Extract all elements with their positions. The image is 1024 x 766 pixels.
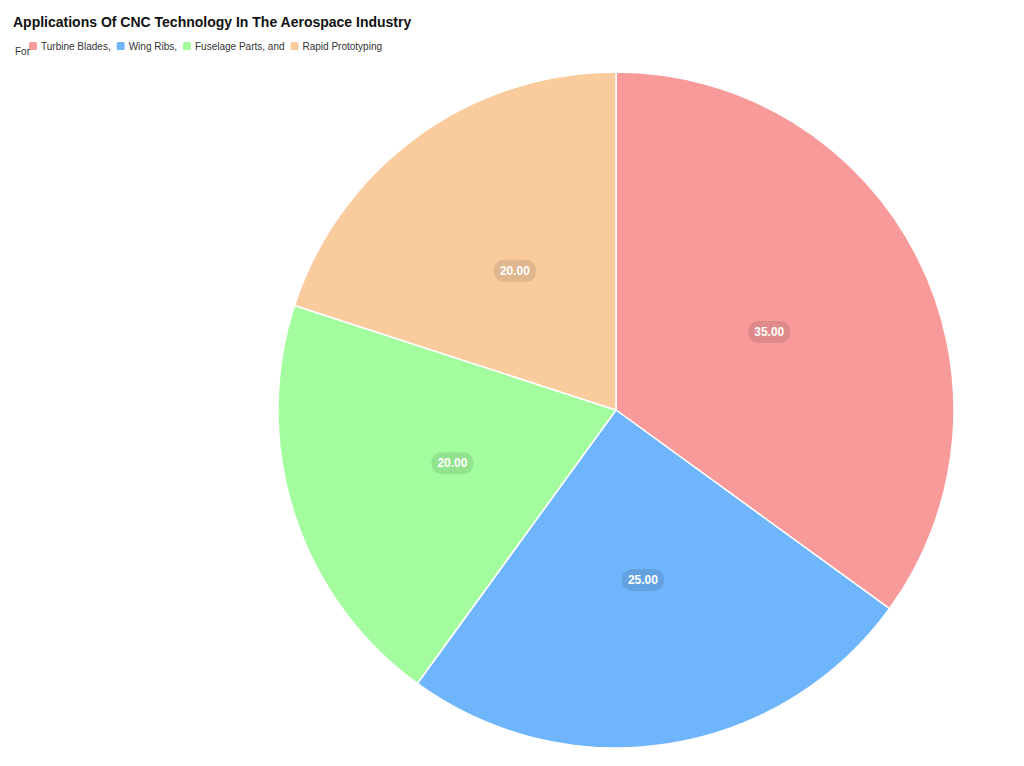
- svg-text:Turbine Blades,: Turbine Blades,: [41, 41, 111, 52]
- svg-text:35.00: 35.00: [754, 325, 784, 339]
- svg-text:For: For: [15, 46, 31, 57]
- svg-text:Applications Of CNC Technology: Applications Of CNC Technology In The Ae…: [13, 14, 411, 30]
- svg-text:20.00: 20.00: [437, 456, 467, 470]
- svg-text:20.00: 20.00: [500, 264, 530, 278]
- svg-text:25.00: 25.00: [628, 573, 658, 587]
- svg-text:Rapid Prototyping: Rapid Prototyping: [303, 41, 383, 52]
- svg-text:Fuselage Parts, and: Fuselage Parts, and: [195, 41, 285, 52]
- svg-text:Wing Ribs,: Wing Ribs,: [129, 41, 177, 52]
